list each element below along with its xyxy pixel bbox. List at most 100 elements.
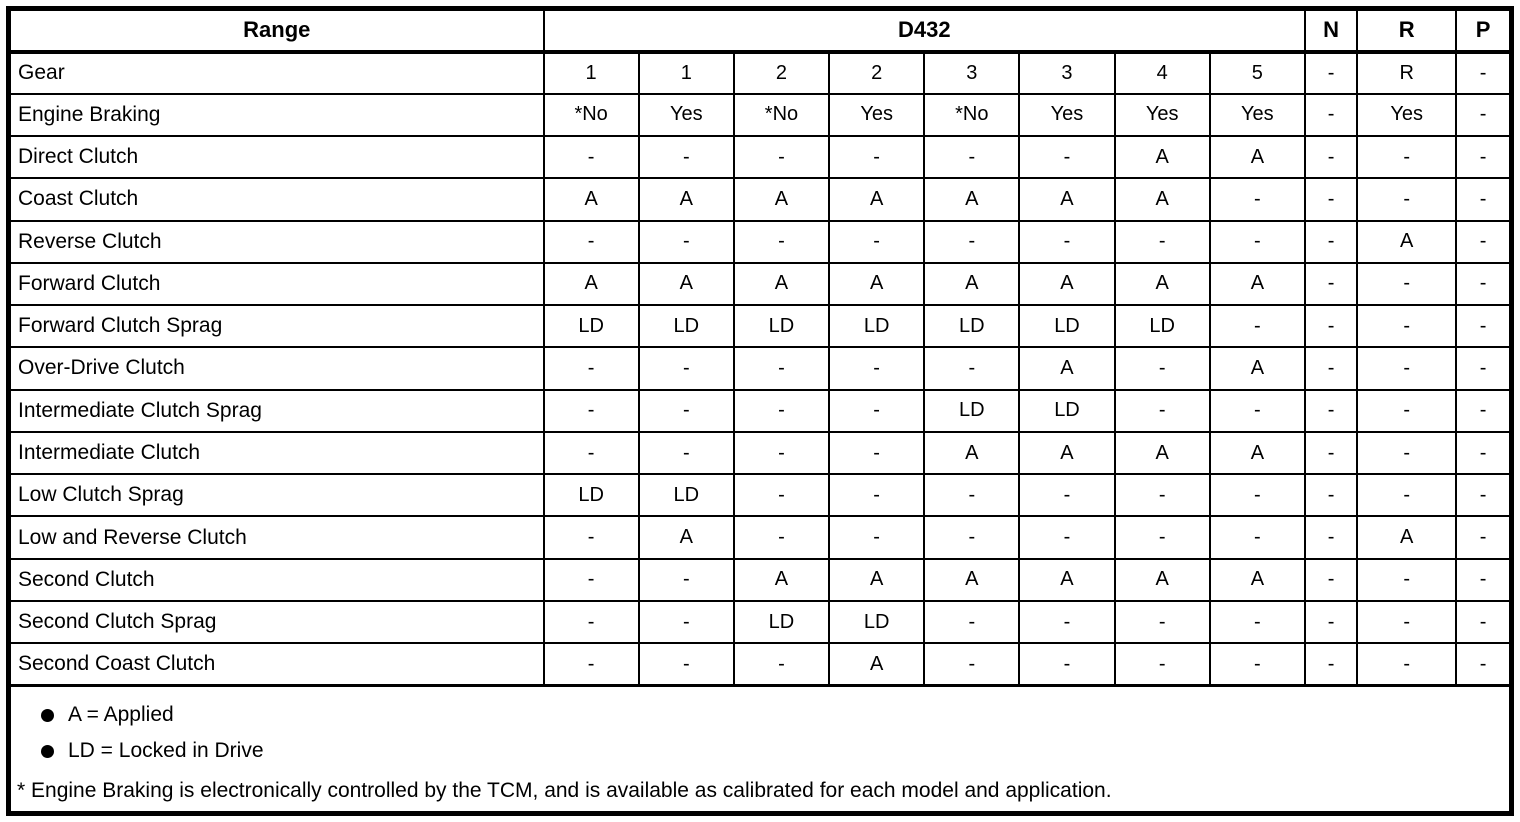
cell-value: -: [1455, 642, 1513, 687]
cell-value: -: [1455, 135, 1513, 180]
cell-value: A: [732, 261, 831, 307]
cell-value: -: [923, 135, 1021, 180]
cell-value: -: [1356, 473, 1458, 518]
row-label: Coast Clutch: [7, 177, 545, 222]
cell-value: -: [923, 599, 1021, 645]
row-label: Low Clutch Sprag: [7, 473, 545, 518]
cell-value: R: [1356, 50, 1458, 95]
cell-value: -: [1455, 261, 1513, 307]
cell-value: -: [923, 219, 1021, 264]
bullet-icon: [41, 744, 54, 758]
cell-value: 2: [732, 50, 831, 95]
cell-value: -: [1303, 599, 1359, 645]
row-label: Direct Clutch: [7, 135, 545, 180]
cell-value: 4: [1113, 50, 1211, 95]
cell-value: -: [828, 346, 926, 391]
cell-value: A: [1113, 261, 1211, 307]
cell-value: LD: [637, 473, 735, 518]
cell-value: -: [1303, 515, 1359, 560]
cell-value: -: [1208, 599, 1307, 645]
cell-value: A: [732, 557, 831, 602]
table-row: Second Clutch Sprag - - LD LD - - - - - - -: [7, 599, 1513, 645]
table-row: Second Coast Clutch - - - A - - - - - - -: [7, 642, 1513, 687]
cell-value: -: [923, 642, 1021, 687]
cell-value: A: [923, 430, 1021, 476]
cell-value: A: [923, 177, 1021, 222]
cell-value: -: [542, 515, 640, 560]
cell-value: -: [828, 135, 926, 180]
cell-value: -: [637, 642, 735, 687]
cell-value: -: [1303, 642, 1359, 687]
cell-value: A: [1356, 219, 1458, 264]
cell-value: -: [637, 135, 735, 180]
cell-value: -: [1356, 388, 1458, 433]
row-label: Intermediate Clutch: [7, 430, 545, 476]
cell-value: -: [1303, 135, 1359, 180]
cell-value: -: [828, 473, 926, 518]
cell-value: -: [1356, 599, 1458, 645]
cell-value: -: [1208, 177, 1307, 222]
cell-value: -: [1303, 473, 1359, 518]
cell-value: LD: [828, 599, 926, 645]
cell-value: -: [732, 219, 831, 264]
row-label: Second Clutch: [7, 557, 545, 602]
cell-value: -: [542, 388, 640, 433]
cell-value: A: [542, 177, 640, 222]
cell-value: A: [1113, 177, 1211, 222]
cell-value: A: [923, 557, 1021, 602]
cell-value: A: [1018, 261, 1116, 307]
legend-text: LD = Locked in Drive: [68, 739, 264, 762]
cell-value: -: [1208, 515, 1307, 560]
cell-value: A: [1208, 557, 1307, 602]
cell-value: -: [1018, 219, 1116, 264]
cell-value: A: [1018, 430, 1116, 476]
clutch-application-table: Range D432 N R P Gear 1 1 2 2 3 3 4 5- R - Engine B…: [6, 6, 1514, 816]
cell-value: A: [1208, 346, 1307, 391]
cell-value: -: [828, 219, 926, 264]
cell-value: 1: [542, 50, 640, 95]
cell-value: A: [1356, 515, 1458, 560]
cell-value: A: [923, 261, 1021, 307]
cell-value: -: [1303, 430, 1359, 476]
cell-value: -: [1303, 346, 1359, 391]
cell-value: A: [1018, 177, 1116, 222]
cell-value: -: [542, 219, 640, 264]
header-row: Range D432 N R P: [7, 7, 1513, 54]
range-column-header: Range: [7, 7, 545, 54]
cell-value: -: [1356, 346, 1458, 391]
cell-value: A: [1113, 135, 1211, 180]
reverse-column-header: R: [1356, 7, 1458, 54]
cell-value: A: [1113, 557, 1211, 602]
cell-value: LD: [732, 599, 831, 645]
row-label: Reverse Clutch: [7, 219, 545, 264]
cell-value: -: [1303, 92, 1359, 138]
cell-value: A: [1018, 557, 1116, 602]
cell-value: *No: [542, 92, 640, 138]
cell-value: LD: [923, 388, 1021, 433]
cell-value: -: [1018, 599, 1116, 645]
cell-value: -: [1018, 642, 1116, 687]
cell-value: Yes: [1113, 92, 1211, 138]
table-row: Direct Clutch - - - - - - A A - - -: [7, 135, 1513, 180]
cell-value: -: [1356, 304, 1458, 349]
cell-value: -: [637, 219, 735, 264]
table-row: Engine Braking *No Yes *No Yes *No Yes Yes Yes - Y…: [7, 92, 1513, 138]
cell-value: -: [542, 599, 640, 645]
cell-value: -: [542, 135, 640, 180]
park-column-header: P: [1455, 7, 1513, 54]
cell-value: -: [828, 515, 926, 560]
cell-value: LD: [1113, 304, 1211, 349]
cell-value: -: [1208, 473, 1307, 518]
table-row: Intermediate Clutch - - - - A A A A - - -: [7, 430, 1513, 476]
cell-value: -: [637, 599, 735, 645]
cell-value: A: [1208, 135, 1307, 180]
table-row: Over-Drive Clutch - - - - - A - A - - -: [7, 346, 1513, 391]
cell-value: -: [923, 515, 1021, 560]
cell-value: -: [637, 388, 735, 433]
row-label: Engine Braking: [7, 92, 545, 138]
cell-value: -: [923, 346, 1021, 391]
cell-value: -: [1113, 473, 1211, 518]
cell-value: -: [1018, 473, 1116, 518]
table-row: Forward Clutch Sprag LD LD LD LD LD LD LD - - - -: [7, 304, 1513, 349]
